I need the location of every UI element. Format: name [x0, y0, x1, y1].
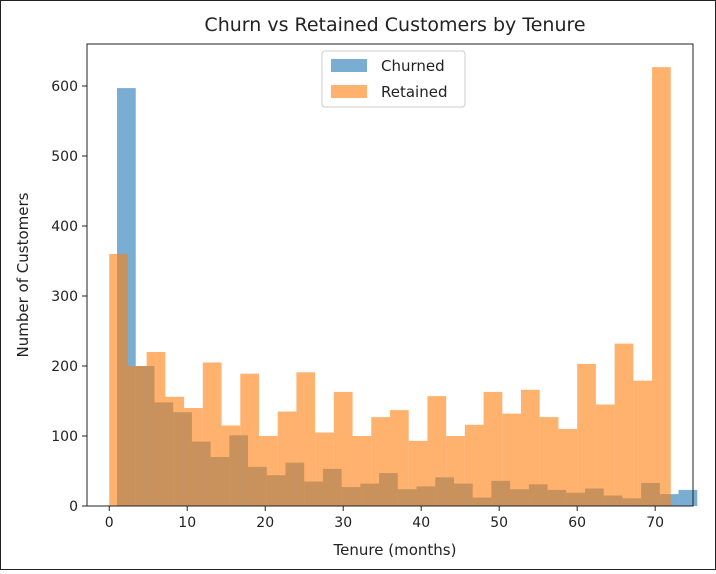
bars-group	[109, 67, 698, 506]
retained-bar	[240, 373, 259, 506]
retained-bar	[577, 363, 596, 506]
retained-bar	[184, 408, 203, 506]
retained-bar	[146, 352, 166, 506]
y-tick-label: 0	[69, 499, 78, 515]
retained-bar	[371, 417, 390, 506]
retained-bar	[408, 440, 428, 506]
retained-bar	[390, 410, 409, 506]
retained-bar	[652, 67, 671, 506]
y-tick-label: 300	[51, 289, 78, 305]
y-axis-ticks: 0 100 200 300 400 500 600	[51, 79, 87, 515]
retained-bar	[633, 380, 653, 506]
retained-bar	[464, 424, 484, 506]
legend: Churned Retained	[321, 50, 466, 108]
retained-bar	[539, 417, 559, 506]
x-tick-label: 30	[334, 515, 352, 531]
plot-area-border	[86, 43, 694, 507]
x-axis-label: Tenure (months)	[333, 541, 457, 559]
y-tick-label: 100	[51, 429, 78, 445]
retained-bar	[221, 425, 241, 506]
legend-swatch-churned	[331, 59, 367, 72]
legend-swatch-retained	[331, 85, 367, 98]
retained-bar	[502, 413, 522, 506]
retained-bar	[352, 436, 372, 506]
retained-bar	[521, 389, 540, 506]
churned-bar	[678, 489, 698, 506]
y-axis-label: Number of Customers	[14, 192, 32, 357]
y-tick-label: 500	[51, 149, 78, 165]
retained-bar	[595, 404, 615, 506]
retained-bar	[258, 436, 278, 506]
y-tick-label: 400	[51, 219, 78, 235]
retained-bar	[614, 343, 634, 506]
retained-bar	[427, 396, 447, 506]
retained-bar	[165, 396, 185, 506]
retained-bar	[202, 362, 222, 506]
retained-bar	[333, 391, 353, 506]
retained-bar	[296, 372, 316, 506]
x-tick-label: 40	[412, 515, 430, 531]
x-tick-label: 60	[568, 515, 586, 531]
retained-bar	[558, 429, 578, 506]
x-tick-label: 10	[178, 515, 196, 531]
retained-bar	[109, 254, 128, 506]
legend-label-churned: Churned	[381, 57, 445, 75]
x-tick-label: 70	[646, 515, 664, 531]
x-tick-label: 0	[105, 515, 114, 531]
chart-title: Churn vs Retained Customers by Tenure	[204, 14, 585, 36]
retained-bar	[483, 391, 503, 506]
x-tick-label: 50	[490, 515, 508, 531]
retained-bar	[446, 436, 465, 506]
y-tick-label: 200	[51, 359, 78, 375]
x-axis-ticks: 0 10 20 30 40 50 60 70	[105, 506, 664, 531]
retained-bar	[127, 366, 147, 506]
x-tick-label: 20	[256, 515, 274, 531]
legend-label-retained: Retained	[381, 83, 447, 101]
retained-bar	[277, 411, 297, 506]
retained-bar	[315, 432, 334, 506]
y-tick-label: 600	[51, 79, 78, 95]
